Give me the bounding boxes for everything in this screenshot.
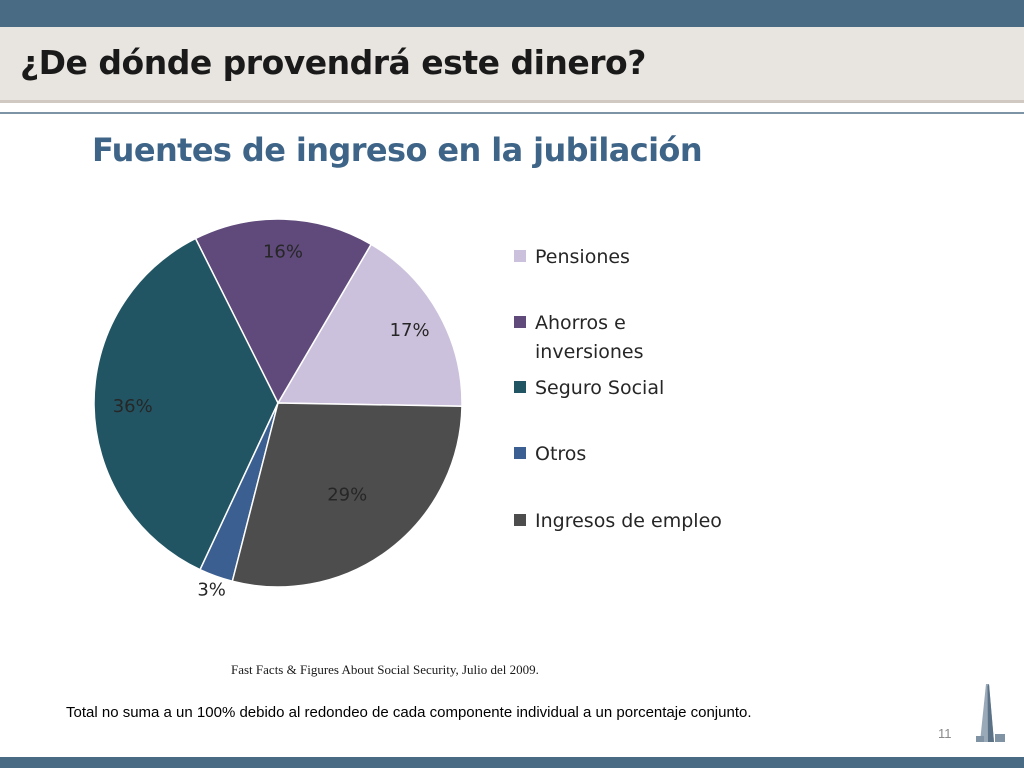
pie-data-label: 36%: [113, 396, 153, 417]
header-bar: [0, 0, 1024, 27]
title-band: [0, 27, 1024, 103]
pie-slice: [276, 243, 463, 407]
footnote-disclaimer: Total no suma a un 100% debido al redond…: [66, 704, 752, 721]
legend-swatch: [514, 316, 526, 328]
pie-data-labels: 17% 16% 36% 3% 29%: [113, 241, 430, 600]
legend-item-seguro-social: Seguro Social: [514, 374, 735, 403]
pie-data-label: 16%: [263, 241, 303, 262]
legend-label: Ingresos de empleo: [535, 510, 722, 532]
source-citation: Fast Facts & Figures About Social Securi…: [231, 662, 539, 677]
pie-slice: [93, 237, 279, 571]
pie-data-label: 17%: [390, 320, 430, 341]
pie-slice: [231, 402, 463, 588]
legend-swatch: [514, 514, 526, 526]
chart-title: Fuentes de ingreso en la jubilación: [92, 131, 703, 169]
legend-item-otros: Otros: [514, 440, 735, 469]
legend-label: Otros: [535, 443, 587, 465]
legend-swatch: [514, 381, 526, 393]
legend-item-ahorros: Ahorros e inversiones: [514, 309, 665, 367]
pie-slice: [194, 218, 373, 405]
legend-item-ingresos-empleo: Ingresos de empleo: [514, 507, 735, 536]
legend-item-pensiones: Pensiones: [514, 243, 735, 272]
legend-label: Ahorros e inversiones: [535, 312, 644, 363]
footer-bar: [0, 757, 1024, 768]
pie-data-label: 29%: [327, 485, 367, 506]
legend-label: Pensiones: [535, 246, 630, 268]
legend-swatch: [514, 447, 526, 459]
pyramid-tower-icon: [976, 684, 1005, 742]
legend-label: Seguro Social: [535, 377, 665, 399]
slide-title: ¿De dónde provendrá este dinero?: [20, 43, 646, 82]
pie-data-label: 3%: [197, 579, 226, 600]
legend-swatch: [514, 250, 526, 262]
title-divider: [0, 112, 1024, 114]
pie-slices: [93, 218, 463, 588]
page-number: 11: [938, 726, 952, 741]
